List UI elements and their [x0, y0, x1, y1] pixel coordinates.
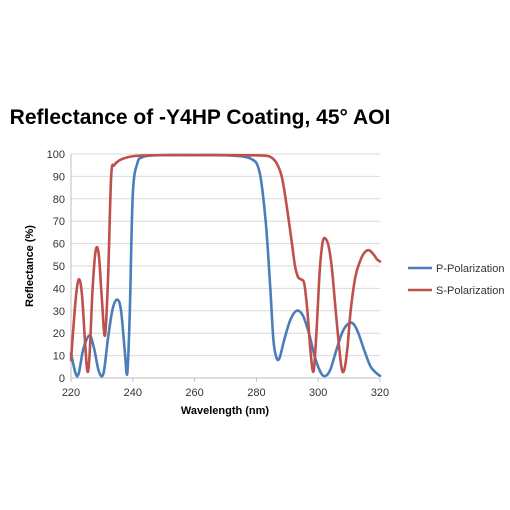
legend: P-Polarization S-Polarization — [408, 263, 504, 297]
grid — [71, 153, 380, 379]
x-tick-label: 280 — [247, 387, 265, 399]
series-lines — [69, 153, 382, 378]
x-tick-label: 260 — [185, 387, 203, 399]
y-tick-label: 40 — [53, 283, 65, 295]
x-axis-label: Wavelength (nm) — [181, 405, 270, 417]
chart-title: Reflectance of -Y4HP Coating, 45° AOI — [9, 106, 391, 129]
legend-label-p-polarization: P-Polarization — [436, 263, 504, 275]
legend-label-s-polarization: S-Polarization — [436, 285, 504, 297]
y-tick-label: 90 — [53, 171, 65, 183]
series-line-s-polarization — [69, 153, 382, 374]
x-tick-label: 220 — [62, 387, 80, 399]
y-tick-label: 20 — [53, 328, 65, 340]
y-tick-labels: 0 10 20 30 40 50 60 70 80 90 100 — [47, 149, 65, 385]
x-tick-label: 240 — [124, 387, 142, 399]
y-tick-label: 70 — [53, 216, 65, 228]
y-tick-label: 100 — [47, 149, 65, 161]
y-tick-label: 60 — [53, 239, 65, 251]
y-axis-label: Reflectance (%) — [24, 225, 36, 307]
x-tick-label: 320 — [371, 387, 389, 399]
y-tick-label: 30 — [53, 306, 65, 318]
x-tick-labels: 220 240 260 280 300 320 — [62, 387, 389, 399]
x-tick-label: 300 — [309, 387, 327, 399]
y-tick-label: 0 — [59, 373, 65, 385]
y-tick-label: 10 — [53, 351, 65, 363]
y-tick-label: 50 — [53, 261, 65, 273]
y-tick-label: 80 — [53, 194, 65, 206]
axes — [70, 154, 381, 382]
